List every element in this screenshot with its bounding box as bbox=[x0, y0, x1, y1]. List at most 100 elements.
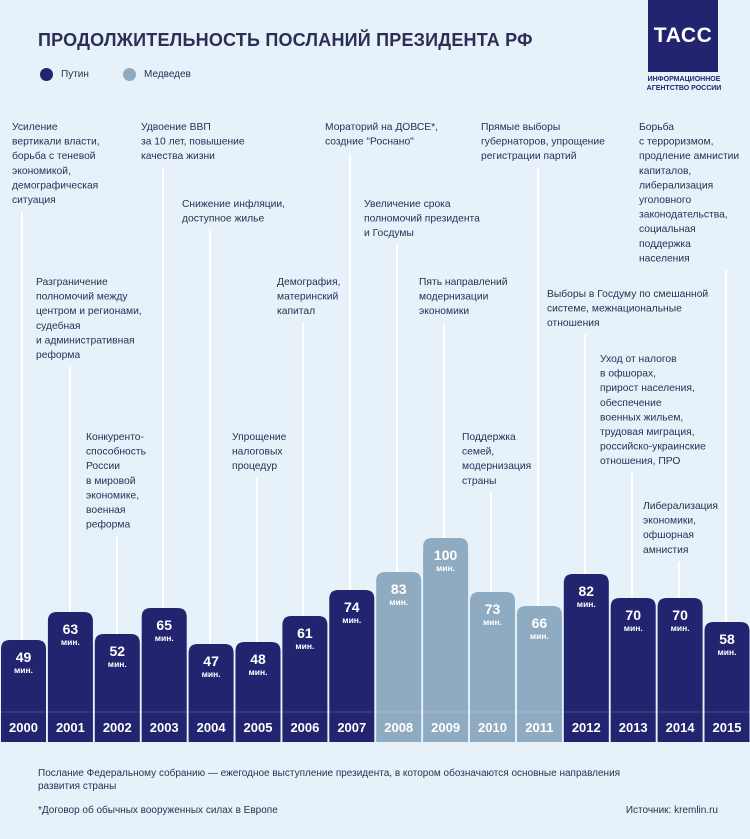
bar-2010 bbox=[470, 592, 515, 742]
bar-2006 bbox=[282, 616, 328, 742]
year-label-2011: 2011 bbox=[525, 720, 553, 735]
tass-logo: ТАСС bbox=[648, 0, 718, 72]
annotations: Усиление вертикали власти, борьба с тенево… bbox=[12, 121, 739, 556]
bar-2002 bbox=[94, 634, 140, 742]
value-label-2003: 65 bbox=[156, 617, 172, 633]
value-label-2009: 100 bbox=[434, 547, 458, 563]
leader-lines bbox=[21, 153, 727, 644]
annotation-line-2015: социальная bbox=[639, 224, 696, 235]
bar-2009 bbox=[423, 538, 469, 742]
unit-label-2000: мин. bbox=[14, 665, 33, 675]
annotation-line-2015: Борьба bbox=[639, 121, 674, 133]
unit-label-2001: мин. bbox=[61, 637, 80, 647]
bar-2001 bbox=[47, 612, 93, 742]
unit-label-2009: мин. bbox=[436, 563, 455, 573]
footnote: *Договор об обычных вооруженных силах в … bbox=[38, 805, 278, 816]
legend-item-putin: Путин bbox=[40, 68, 89, 81]
annotation-line-2010: страны bbox=[462, 476, 496, 487]
annotation-line-2006: капитал bbox=[277, 306, 315, 317]
annotation-line-2011: губернаторов, упрощение bbox=[481, 136, 605, 148]
unit-label-2007: мин. bbox=[342, 615, 361, 625]
value-label-2007: 74 bbox=[344, 599, 360, 615]
unit-label-2003: мин. bbox=[155, 633, 174, 643]
legend-label-medvedev: Медведев bbox=[144, 69, 191, 80]
annotation-line-2000: демографическая bbox=[12, 179, 98, 191]
annotation-line-2001: реформа bbox=[36, 349, 80, 361]
annotation-line-2015: либерализация bbox=[639, 179, 713, 191]
bar-2007 bbox=[329, 590, 375, 742]
annotation-line-2001: судебная bbox=[36, 320, 80, 332]
year-label-2010: 2010 bbox=[478, 720, 507, 735]
bar-2003 bbox=[141, 608, 187, 742]
annotation-line-2007: создние "Роснано" bbox=[325, 137, 414, 148]
annotation-line-2013: российско-украинские bbox=[600, 442, 706, 453]
annotation-line-2010: модернизация bbox=[462, 461, 531, 472]
year-label-2013: 2013 bbox=[619, 720, 648, 735]
unit-label-2008: мин. bbox=[389, 597, 408, 607]
tass-logo-subtitle: ИНФОРМАЦИОННОЕ АГЕНТСТВО РОССИИ bbox=[646, 76, 722, 92]
annotation-line-2006: Демография, bbox=[277, 276, 340, 288]
annotation-line-2013: обеспечение bbox=[600, 397, 662, 409]
annotation-line-2013: трудовая миграция, bbox=[600, 427, 695, 438]
value-label-2001: 63 bbox=[63, 621, 79, 637]
bars: 49мин.200063мин.200152мин.200265мин.2003… bbox=[1, 538, 750, 742]
annotation-line-2015: с терроризмом, bbox=[639, 137, 713, 148]
footer-note: Послание Федеральному собранию — ежегодн… bbox=[38, 768, 621, 792]
bar-2008 bbox=[376, 572, 422, 742]
page-title: ПРОДОЛЖИТЕЛЬНОСТЬ ПОСЛАНИЙ ПРЕЗИДЕНТА РФ bbox=[38, 30, 533, 50]
value-label-2015: 58 bbox=[719, 631, 735, 647]
year-label-2006: 2006 bbox=[290, 720, 319, 735]
annotation-line-2001: Разграничение bbox=[36, 277, 108, 288]
annotation-line-2007: Мораторий на ДОВСЕ*, bbox=[325, 122, 438, 133]
value-label-2002: 52 bbox=[110, 643, 126, 659]
annotation-line-2014: экономики, bbox=[643, 516, 696, 527]
unit-label-2014: мин. bbox=[671, 623, 690, 633]
bar-2013 bbox=[610, 598, 656, 742]
annotation-line-2000: Усиление bbox=[12, 122, 58, 133]
annotation-line-2013: прирост населения, bbox=[600, 383, 695, 394]
annotation-line-2012: системе, межнациональные bbox=[547, 304, 682, 315]
annotation-line-2002: экономике, bbox=[86, 490, 139, 501]
annotation-line-2001: и административная bbox=[36, 335, 135, 346]
bar-2011 bbox=[516, 606, 562, 742]
annotation-line-2005: налоговых bbox=[232, 447, 283, 458]
year-label-2008: 2008 bbox=[384, 720, 413, 735]
source-credit: Источник: kremlin.ru bbox=[625, 805, 718, 816]
annotation-line-2010: Поддержка bbox=[462, 432, 516, 443]
annotation-line-2001: центром и регионами, bbox=[36, 306, 142, 317]
value-label-2014: 70 bbox=[672, 607, 688, 623]
annotation-line-2002: в мировой bbox=[86, 476, 136, 487]
annotation-line-2011: Прямые выборы bbox=[481, 121, 560, 133]
unit-label-2002: мин. bbox=[108, 659, 127, 669]
annotation-line-2008: полномочий президента bbox=[364, 214, 480, 225]
year-label-2004: 2004 bbox=[197, 720, 227, 735]
annotation-line-2002: Конкуренто- bbox=[86, 432, 144, 443]
year-label-2007: 2007 bbox=[337, 720, 366, 735]
bar-2014 bbox=[657, 598, 703, 742]
legend-swatch-putin bbox=[40, 68, 53, 81]
value-label-2008: 83 bbox=[391, 581, 407, 597]
bar-2015 bbox=[704, 622, 750, 742]
annotation-line-2000: экономикой, bbox=[12, 166, 71, 177]
annotation-line-2004: Снижение инфляции, bbox=[182, 198, 285, 210]
annotation-line-2013: в офшорах, bbox=[600, 368, 656, 380]
annotation-line-2005: Упрощение bbox=[232, 432, 287, 443]
year-label-2012: 2012 bbox=[572, 720, 601, 735]
value-label-2000: 49 bbox=[16, 649, 32, 665]
annotation-line-2004: доступное жилье bbox=[182, 214, 264, 225]
value-label-2011: 66 bbox=[532, 615, 548, 631]
annotation-line-2008: и Госдумы bbox=[364, 228, 414, 239]
annotation-line-2005: процедур bbox=[232, 461, 277, 472]
annotation-line-2013: отношения, ПРО bbox=[600, 456, 680, 467]
annotation-line-2010: семей, bbox=[462, 447, 494, 458]
unit-label-2015: мин. bbox=[717, 647, 736, 657]
value-label-2006: 61 bbox=[297, 625, 313, 641]
year-label-2005: 2005 bbox=[244, 720, 273, 735]
annotation-line-2000: борьба с теневой bbox=[12, 150, 96, 162]
value-label-2013: 70 bbox=[625, 607, 641, 623]
annotation-line-2014: Либерализация bbox=[643, 500, 718, 512]
annotation-line-2001: полномочий между bbox=[36, 292, 128, 303]
bar-2012 bbox=[563, 574, 609, 742]
annotation-line-2015: законодательства, bbox=[639, 210, 728, 221]
